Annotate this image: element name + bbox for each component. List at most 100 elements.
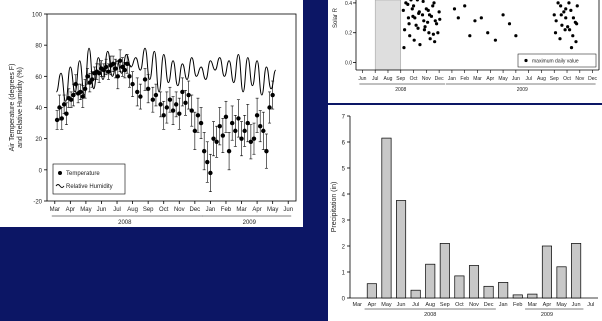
temperature-point	[186, 92, 191, 98]
precipitation-bar	[483, 285, 494, 299]
temperature-point	[158, 102, 163, 107]
solar-point	[406, 2, 410, 6]
x-tick-label: Feb	[221, 207, 232, 213]
temperature-point	[264, 148, 269, 154]
x-tick-label: Aug	[537, 76, 546, 82]
solar-point	[422, 19, 426, 23]
solar-point	[426, 20, 430, 24]
solar-point	[438, 17, 442, 21]
solar-point	[407, 22, 411, 26]
solar-point	[569, 46, 574, 50]
solar-point	[401, 8, 405, 12]
temperature-point	[192, 128, 198, 134]
year-label-2008: 2008	[424, 312, 436, 318]
x-tick-label: Dec	[435, 76, 444, 82]
y-tick-label: 1	[342, 271, 346, 277]
temperature-point	[170, 108, 176, 113]
precipitation-bar	[512, 294, 523, 299]
temperature-point	[183, 100, 188, 106]
x-tick-label: Jun	[512, 76, 520, 82]
solar-point	[426, 8, 430, 12]
temperature-point	[54, 117, 60, 123]
temperature-point	[254, 113, 260, 118]
x-tick-label: Jul	[587, 302, 594, 308]
humidity-line	[55, 47, 277, 102]
solar-point	[418, 43, 422, 47]
temperature-point	[229, 120, 235, 126]
solar-point	[463, 4, 467, 8]
temperature-point	[245, 120, 250, 126]
temperature-point	[208, 170, 213, 176]
solar-point	[553, 31, 558, 35]
temperature-point	[78, 89, 83, 95]
precipitation-bar	[541, 245, 552, 299]
solar-point	[473, 19, 477, 23]
solar-point	[574, 40, 578, 44]
temperature-point	[142, 77, 148, 82]
solar-point	[409, 0, 413, 2]
temperature-point	[145, 86, 151, 92]
solar-point	[569, 8, 573, 12]
temperature-point	[101, 67, 107, 73]
x-tick-label: Apr	[252, 207, 261, 213]
temperature-point	[161, 113, 166, 118]
precipitation-bar	[571, 243, 582, 299]
temperature-point	[61, 102, 67, 107]
temperature-point	[73, 81, 78, 87]
legend-humidity-marker	[55, 184, 65, 188]
temperature-point	[248, 139, 254, 144]
temperature-point	[251, 136, 257, 141]
solar-point	[493, 38, 498, 42]
solar-point	[408, 34, 412, 38]
x-tick-label: Jul	[372, 76, 378, 82]
temperature-point	[124, 61, 130, 67]
solar-point	[560, 23, 564, 27]
temperature-humidity-chart-panel: -20 0 20 40 60 80 100 Mar Apr May Jun Jul Aug Sep Oct N…	[0, 0, 303, 227]
x-tick-label: Apr	[543, 302, 552, 308]
x-tick-label: Nov	[174, 207, 185, 213]
solar-point	[428, 37, 432, 41]
temperature-point	[167, 97, 173, 102]
x-tick-label: Nov	[575, 76, 584, 82]
x-tick-label: May	[267, 207, 278, 213]
solar-point	[501, 13, 505, 17]
solar-point	[432, 1, 436, 5]
solar-point	[559, 13, 563, 17]
temperature-point	[106, 69, 111, 74]
x-tick-label: May	[80, 207, 91, 213]
x-tick-label: Sep	[440, 302, 450, 308]
temperature-point	[113, 66, 118, 71]
x-tick-label: Feb	[513, 302, 522, 308]
x-tick-label: Nov	[422, 76, 431, 82]
x-tick-label: Jul	[525, 76, 531, 82]
precipitation-bar	[381, 137, 392, 299]
y-tick-label: 60	[35, 75, 42, 81]
solar-point	[415, 0, 419, 2]
temperature-point	[80, 94, 85, 99]
y-tick-label: 7	[342, 115, 346, 121]
x-tick-label: Feb	[460, 76, 469, 82]
year-label-2008: 2008	[395, 87, 406, 93]
x-tick-label: Sep	[550, 76, 559, 82]
x-tick-label: Aug	[384, 76, 393, 82]
solar-point	[552, 13, 556, 17]
y-tick-label: 6	[342, 141, 346, 147]
y-tick-label: 0.4	[345, 1, 352, 7]
x-tick-label: Jan	[448, 76, 456, 82]
solar-point	[564, 16, 568, 20]
x-tick-label: Apr	[486, 76, 494, 82]
x-tick-label: Oct	[563, 76, 571, 82]
solar-point	[427, 31, 431, 35]
temperature-point	[57, 105, 62, 110]
temperature-point	[267, 105, 272, 110]
solar-point	[486, 31, 490, 35]
temperature-point	[217, 124, 222, 129]
solar-point	[554, 19, 558, 23]
x-tick-label: Jun	[358, 76, 366, 82]
solar-point	[416, 26, 420, 30]
temperature-point	[220, 133, 226, 138]
solar-point	[402, 46, 406, 50]
solar-point	[571, 34, 575, 38]
temperature-point	[214, 139, 219, 144]
x-tick-label: Oct	[410, 76, 418, 82]
